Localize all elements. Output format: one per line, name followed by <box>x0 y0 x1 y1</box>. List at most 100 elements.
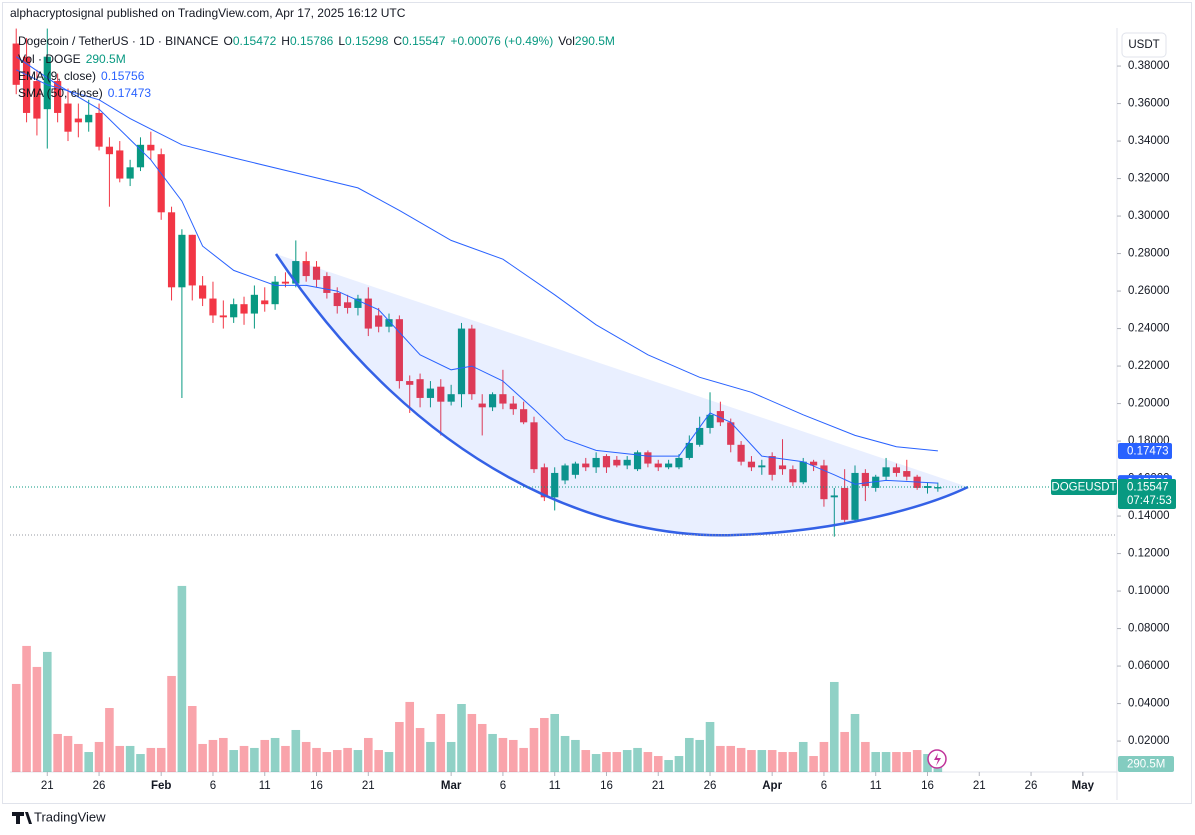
header: alphacryptosignal published on TradingVi… <box>10 6 406 20</box>
legend-item: O <box>224 34 233 48</box>
volume-bar <box>53 733 62 772</box>
x-tick-label: 6 <box>500 780 506 792</box>
volume-bar <box>716 745 725 772</box>
volume-bar <box>498 737 508 772</box>
candle-body <box>312 266 321 280</box>
overlay-price-label: 0.17473 <box>1127 445 1169 457</box>
candle-body <box>809 461 818 466</box>
legend-item: SMA (50, close) <box>18 86 103 100</box>
volume-bar <box>488 733 497 772</box>
volume-bar <box>643 752 653 772</box>
candle-body <box>675 457 683 468</box>
volume-bar <box>187 706 197 772</box>
candle-body <box>457 328 466 395</box>
y-tick-label: 0.02000 <box>1128 735 1170 747</box>
alert-icon-bolt <box>934 753 941 766</box>
volume-bar <box>353 750 363 772</box>
candle-body <box>892 467 901 473</box>
candle-body <box>644 452 652 464</box>
legend-item: 0.17473 <box>108 86 152 100</box>
candle-body <box>385 319 393 327</box>
candle-body <box>540 467 548 498</box>
volume-bar <box>633 747 642 772</box>
candle-body <box>136 144 145 168</box>
volume-bar <box>260 739 270 772</box>
candle-body <box>872 476 880 488</box>
candle-body <box>261 300 269 305</box>
volume-bar <box>726 745 736 772</box>
volume-bar <box>105 708 114 772</box>
x-tick-label: Mar <box>441 780 462 792</box>
candle-body <box>623 459 631 466</box>
candle-body <box>706 414 714 428</box>
y-tick-label: 0.08000 <box>1128 623 1170 635</box>
volume-bar <box>22 645 31 772</box>
candle-body <box>116 150 124 179</box>
candle-body <box>665 463 673 468</box>
volume-bar <box>74 743 83 772</box>
candle-body <box>199 285 207 299</box>
falling-wedge-drawing <box>274 253 969 537</box>
candle-body <box>240 304 248 314</box>
volume-bar <box>508 739 518 772</box>
candle-body <box>830 495 838 498</box>
candle-body <box>923 486 932 488</box>
candle-body <box>551 472 559 498</box>
volume-bar <box>653 756 663 772</box>
volume-bar <box>747 750 756 772</box>
volume-bar <box>602 752 611 772</box>
currency: USDT <box>1128 39 1159 51</box>
volume-bar <box>415 727 425 772</box>
volume-bar <box>705 721 715 772</box>
moving-average-line <box>15 56 938 485</box>
volume-bar <box>177 585 187 772</box>
candle-body <box>395 319 403 382</box>
volume-bar <box>63 735 73 772</box>
candle-body <box>85 114 93 123</box>
wedge-curve <box>274 253 969 537</box>
candle-body <box>167 212 176 288</box>
volume-bar <box>322 752 332 772</box>
candle-body <box>602 456 611 468</box>
candle-body <box>613 459 621 466</box>
candle-body <box>592 457 600 468</box>
candle-body <box>219 315 227 318</box>
candle-body <box>333 292 341 307</box>
legend-item: 290.5M <box>575 34 615 48</box>
candle-body <box>841 487 849 520</box>
volume-label: 290.5M <box>1127 759 1165 771</box>
volume-bar <box>363 737 373 772</box>
y-tick-label: 0.30000 <box>1128 210 1170 222</box>
volume-bar <box>550 713 559 772</box>
candle-body <box>654 463 662 468</box>
countdown: 07:47:53 <box>1127 495 1172 507</box>
candle-body <box>799 461 807 483</box>
x-tick-label: 16 <box>600 780 613 792</box>
volume-bar <box>695 739 704 772</box>
candle-body <box>758 465 766 468</box>
y-tick-label: 0.34000 <box>1128 135 1170 147</box>
candle-body <box>105 146 114 155</box>
candle-body <box>778 465 787 470</box>
candle-body <box>571 463 580 475</box>
candle-body <box>281 281 290 284</box>
volume-bar <box>467 713 477 772</box>
legend-item: 290.5M <box>86 52 126 66</box>
legend-item: +0.00076 (+0.49%) <box>450 34 553 48</box>
volume-bar <box>840 731 849 772</box>
candle-body <box>188 234 196 286</box>
legend-item: 0.15298 <box>345 34 389 48</box>
legend-item: 0.15472 <box>233 34 277 48</box>
frame <box>2 2 1192 804</box>
volume-bar <box>477 723 487 772</box>
y-tick-label: 0.14000 <box>1128 510 1170 522</box>
candle-body <box>12 43 20 85</box>
volume-bar <box>871 752 881 772</box>
candle-body <box>789 469 797 483</box>
volume-bar <box>436 713 446 772</box>
wedge-fill <box>276 254 968 536</box>
candle-body <box>499 394 507 404</box>
candles <box>11 28 943 772</box>
candle-body <box>323 276 331 293</box>
footer: TradingView <box>34 809 106 824</box>
